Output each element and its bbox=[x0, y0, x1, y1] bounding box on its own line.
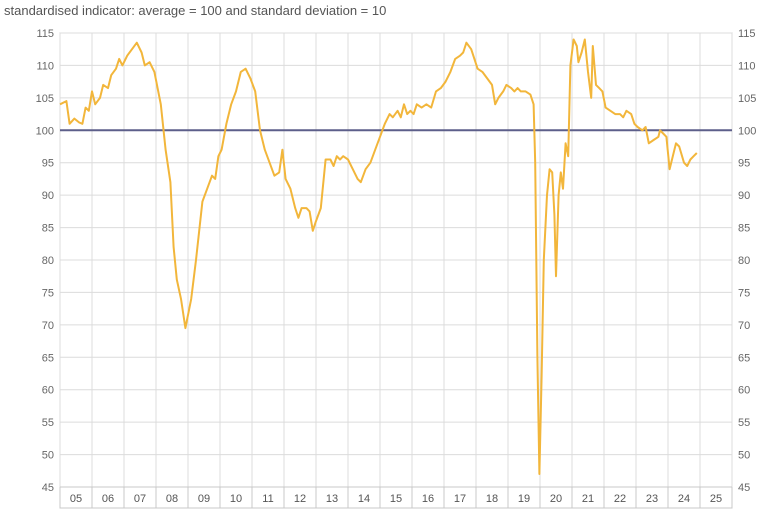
x-tick-label: 11 bbox=[262, 493, 273, 505]
y-tick-label-left: 75 bbox=[42, 287, 54, 299]
chart-title: standardised indicator: average = 100 an… bbox=[4, 3, 387, 18]
x-tick-label: 14 bbox=[358, 493, 370, 505]
x-tick-label: 21 bbox=[582, 493, 594, 505]
x-tick-label: 16 bbox=[422, 493, 434, 505]
x-tick-label: 12 bbox=[294, 493, 306, 505]
y-tick-label-left: 100 bbox=[36, 125, 54, 137]
x-tick-label: 09 bbox=[198, 493, 210, 505]
y-tick-label-right: 80 bbox=[738, 255, 750, 267]
y-tick-label-right: 70 bbox=[738, 320, 750, 332]
x-tick-label: 13 bbox=[326, 493, 338, 505]
y-tick-label-left: 85 bbox=[42, 223, 54, 235]
y-tick-label-right: 115 bbox=[738, 28, 756, 40]
y-tick-label-left: 55 bbox=[42, 417, 54, 429]
x-tick-label: 24 bbox=[678, 493, 690, 505]
y-tick-label-right: 100 bbox=[738, 125, 756, 137]
y-tick-label-left: 90 bbox=[42, 190, 54, 202]
x-tick-label: 10 bbox=[230, 493, 242, 505]
x-tick-label: 23 bbox=[646, 493, 658, 505]
y-tick-label-right: 45 bbox=[738, 482, 750, 494]
y-tick-label-right: 105 bbox=[738, 93, 756, 105]
x-tick-label: 17 bbox=[454, 493, 466, 505]
x-tick-label: 18 bbox=[486, 493, 498, 505]
x-tick-label: 19 bbox=[518, 493, 530, 505]
series-group bbox=[59, 38, 698, 475]
x-tick-label: 22 bbox=[614, 493, 626, 505]
y-tick-label-left: 110 bbox=[36, 60, 54, 72]
y-tick-label-left: 70 bbox=[42, 320, 54, 332]
x-tick-label: 20 bbox=[550, 493, 562, 505]
x-tick-label: 08 bbox=[166, 493, 178, 505]
y-tick-label-left: 50 bbox=[42, 450, 54, 462]
y-tick-label-right: 50 bbox=[738, 450, 750, 462]
y-tick-label-left: 65 bbox=[42, 352, 54, 364]
x-tick-label: 25 bbox=[710, 493, 722, 505]
y-tick-label-left: 60 bbox=[42, 385, 54, 397]
x-axis: 05 06 07 08 09 10 11 12 13 14 15 16 17 18 19 20 21 22 23 24… bbox=[70, 493, 722, 505]
y-tick-label-right: 55 bbox=[738, 417, 750, 429]
x-tick-label: 07 bbox=[134, 493, 146, 505]
x-tick-label: 06 bbox=[102, 493, 114, 505]
y-tick-label-left: 45 bbox=[42, 482, 54, 494]
y-tick-label-left: 115 bbox=[36, 28, 54, 40]
y-tick-label-right: 90 bbox=[738, 190, 750, 202]
y-axis-right: 45 50 55 60 65 70 75 80 85 90 95 100 105 110 115 bbox=[738, 28, 756, 494]
x-tick-label: 05 bbox=[70, 493, 82, 505]
y-tick-label-right: 75 bbox=[738, 287, 750, 299]
y-tick-label-right: 110 bbox=[738, 60, 756, 72]
y-tick-label-left: 95 bbox=[42, 158, 54, 170]
x-tick-label: 15 bbox=[390, 493, 402, 505]
series-line-0 bbox=[59, 38, 698, 475]
y-axis-left: 45 50 55 60 65 70 75 80 85 90 95 100 105 110 115 bbox=[36, 28, 54, 494]
y-tick-label-right: 60 bbox=[738, 385, 750, 397]
y-tick-label-right: 85 bbox=[738, 223, 750, 235]
y-tick-label-left: 105 bbox=[36, 93, 54, 105]
y-tick-label-left: 80 bbox=[42, 255, 54, 267]
y-tick-label-right: 65 bbox=[738, 352, 750, 364]
y-tick-label-right: 95 bbox=[738, 158, 750, 170]
